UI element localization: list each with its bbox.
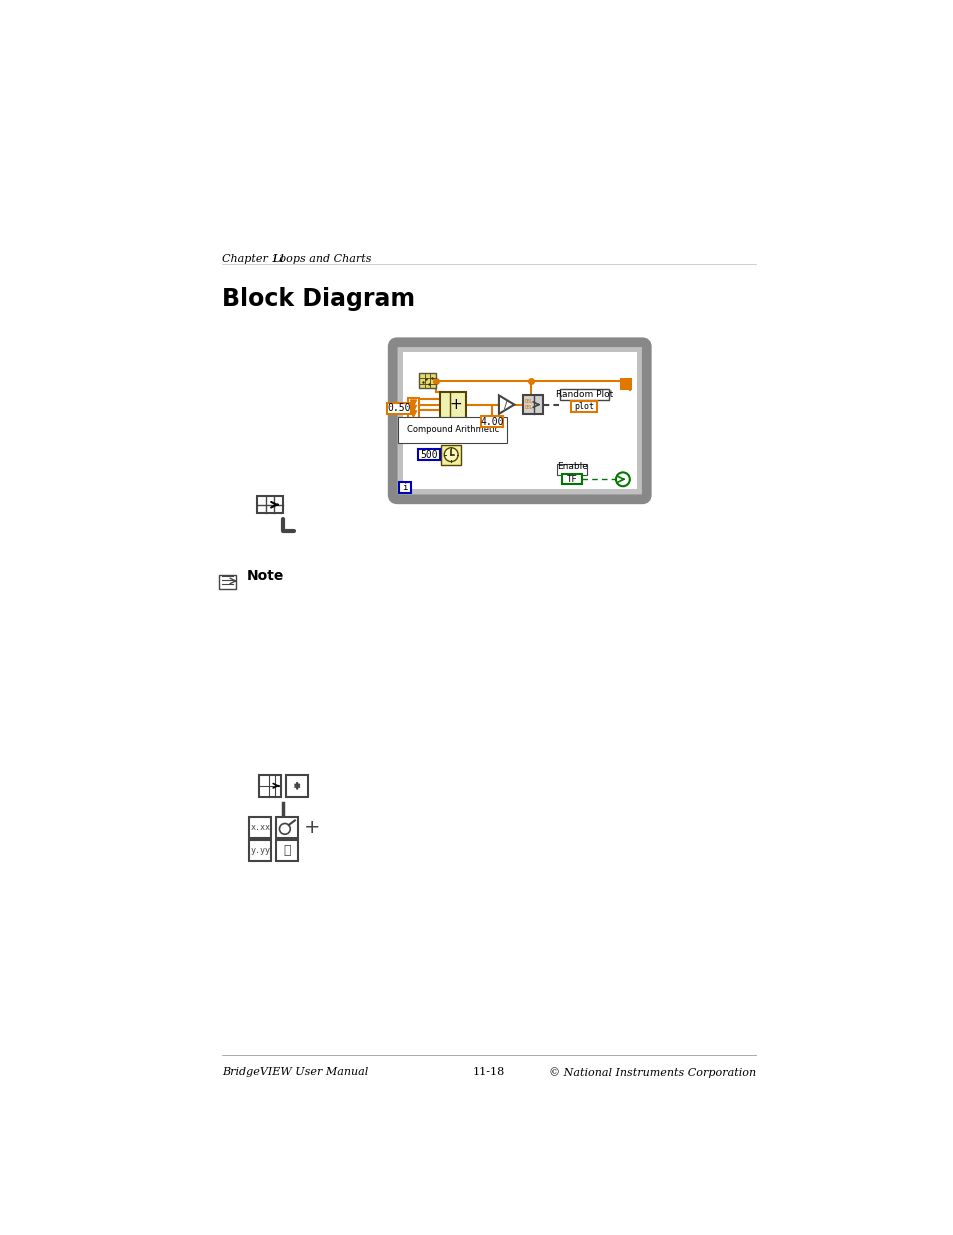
Bar <box>439 391 465 417</box>
Text: DBL: DBL <box>524 399 533 404</box>
Text: 500: 500 <box>419 450 437 459</box>
Text: DBL: DBL <box>524 405 533 410</box>
Text: x.xx: x.xx <box>250 823 270 832</box>
Circle shape <box>279 824 290 835</box>
Text: /: / <box>503 400 507 410</box>
Text: 11-18: 11-18 <box>473 1067 504 1077</box>
Bar <box>218 574 235 589</box>
Bar <box>408 399 418 419</box>
Bar <box>259 776 281 797</box>
Text: Random Plot: Random Plot <box>556 390 613 399</box>
Text: plot: plot <box>574 401 594 411</box>
Bar <box>386 403 411 414</box>
Circle shape <box>616 472 629 487</box>
Text: 0.50: 0.50 <box>387 404 410 414</box>
Bar <box>522 395 542 414</box>
Bar <box>402 352 636 489</box>
Text: BridgeVIEW User Manual: BridgeVIEW User Manual <box>221 1067 368 1077</box>
FancyBboxPatch shape <box>393 342 646 499</box>
Text: Loops and Charts: Loops and Charts <box>272 254 371 264</box>
Bar <box>398 483 411 493</box>
Bar <box>480 416 502 427</box>
Text: © National Instruments Corporation: © National Instruments Corporation <box>548 1067 756 1078</box>
Text: Block Diagram: Block Diagram <box>221 287 415 311</box>
Bar <box>276 816 297 839</box>
Bar <box>559 389 608 400</box>
Text: +: + <box>303 818 320 837</box>
Polygon shape <box>498 395 514 414</box>
Text: TF: TF <box>566 474 577 484</box>
Text: Chapter 11: Chapter 11 <box>221 254 285 264</box>
Polygon shape <box>410 411 416 417</box>
Circle shape <box>444 448 457 462</box>
Text: Compound Arithmetic: Compound Arithmetic <box>406 425 498 435</box>
Text: +: + <box>449 398 461 412</box>
Bar <box>418 373 436 389</box>
Polygon shape <box>410 400 416 406</box>
Bar <box>257 496 283 514</box>
Text: i: i <box>402 483 407 493</box>
Polygon shape <box>410 405 416 411</box>
Bar <box>619 378 632 390</box>
Bar <box>249 816 271 839</box>
Bar <box>417 450 439 461</box>
Bar <box>286 776 308 797</box>
Text: 4.00: 4.00 <box>479 416 503 426</box>
Text: Enable: Enable <box>556 462 587 471</box>
Bar <box>557 464 587 474</box>
Text: Note: Note <box>246 569 283 583</box>
Bar <box>561 474 581 484</box>
Bar <box>440 445 460 464</box>
Text: y.yy: y.yy <box>250 846 270 855</box>
Bar <box>571 401 597 411</box>
Bar <box>249 840 271 861</box>
Text: ✋: ✋ <box>283 844 291 857</box>
Bar <box>276 840 297 861</box>
